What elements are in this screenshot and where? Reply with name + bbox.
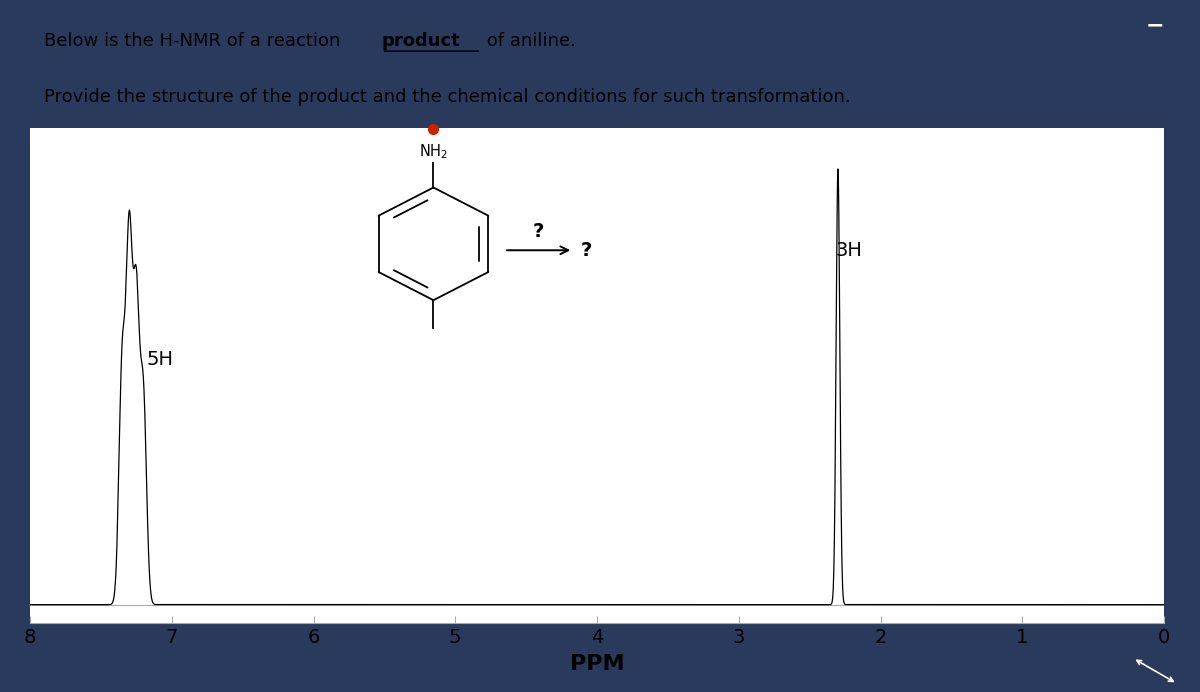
X-axis label: PPM: PPM bbox=[570, 654, 624, 673]
Text: 5H: 5H bbox=[146, 349, 174, 369]
Text: ?: ? bbox=[533, 222, 545, 242]
Text: Below is the H-NMR of a reaction: Below is the H-NMR of a reaction bbox=[43, 32, 346, 50]
Text: of aniline.: of aniline. bbox=[481, 32, 576, 50]
Text: product: product bbox=[382, 32, 461, 50]
Text: NH$_2$: NH$_2$ bbox=[419, 143, 448, 161]
Text: ?: ? bbox=[581, 241, 592, 260]
Text: 3H: 3H bbox=[835, 241, 862, 260]
Text: Provide the structure of the product and the chemical conditions for such transf: Provide the structure of the product and… bbox=[43, 88, 851, 106]
Text: −: − bbox=[1146, 16, 1164, 36]
